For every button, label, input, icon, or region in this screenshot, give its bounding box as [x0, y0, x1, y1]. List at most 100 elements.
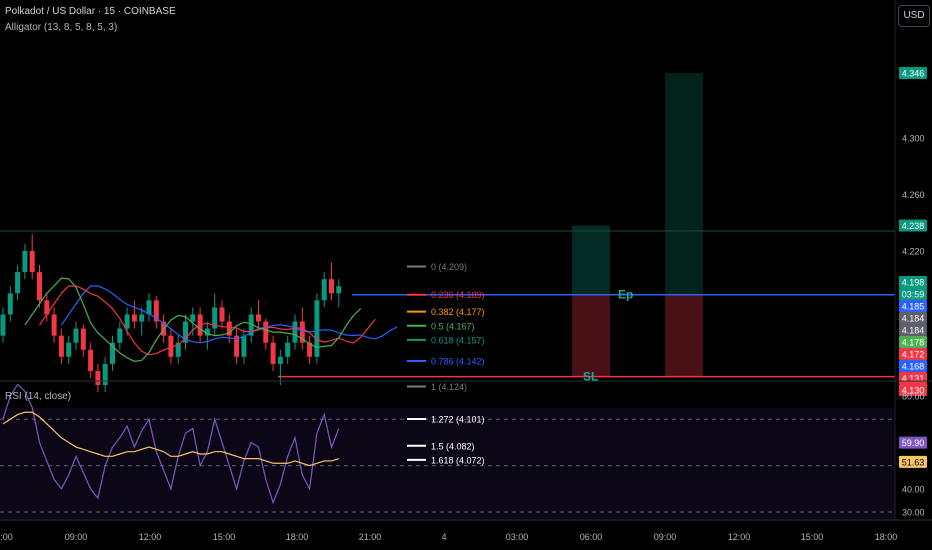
candle-body — [73, 328, 79, 343]
candle-body — [183, 321, 188, 343]
candle-body — [263, 321, 269, 343]
time-tick: 4 — [441, 532, 446, 542]
candle-body — [102, 363, 108, 386]
time-tick: 21:00 — [359, 532, 382, 542]
candle-body — [314, 300, 320, 357]
time-tick: 18:00 — [875, 532, 898, 542]
time-tick: 12:00 — [728, 532, 751, 542]
candle-body — [175, 342, 181, 357]
loss-zone-2 — [665, 294, 703, 377]
price-tag-text: 4.185 — [902, 301, 925, 311]
rsi-tick: 30.00 — [902, 508, 925, 518]
candle-body — [292, 321, 298, 343]
alligator-teeth — [39, 285, 376, 356]
rsi-bands — [0, 418, 895, 513]
candle-body — [22, 250, 28, 273]
fib-level-label: 0.382 (4.177) — [431, 307, 485, 317]
candle-body — [110, 342, 115, 364]
candle-body — [241, 335, 247, 357]
candle-body — [212, 307, 218, 329]
time-tick: 09:00 — [65, 532, 88, 542]
candle-body — [219, 307, 225, 322]
candle-body — [321, 279, 327, 301]
time-tick: 06:00 — [580, 532, 603, 542]
rsi-value-tag — [899, 455, 927, 468]
price-tag — [899, 275, 927, 288]
candle-body — [66, 342, 72, 357]
price-axis[interactable]: 4.300 4.260 4.220 4.346 4.238 4.198 03:59 4.185… — [894, 0, 927, 520]
price-tag — [899, 287, 927, 300]
candle-body — [226, 321, 232, 336]
candle-body — [256, 314, 261, 322]
fib-level-label: 1.5 (4.082) — [431, 441, 475, 451]
candle-body — [329, 279, 334, 294]
rsi-legend[interactable]: RSI (14, close) — [5, 391, 72, 402]
price-tag — [899, 347, 927, 360]
rsi-lines — [2, 383, 340, 505]
candle-body — [0, 314, 6, 336]
price-tag-text: 4.130 — [902, 385, 925, 395]
price-tag-text: 4.168 — [902, 361, 925, 371]
price-tag — [899, 323, 927, 336]
candle-body — [139, 314, 145, 322]
candle-body — [153, 300, 159, 322]
candle-body — [270, 342, 276, 364]
currency-button[interactable]: USD — [898, 5, 930, 27]
candle-body — [131, 314, 137, 322]
price-tag-text: 4.172 — [902, 349, 925, 359]
loss-zone-1 — [572, 294, 610, 377]
candle-body — [29, 250, 35, 273]
candle-body — [204, 328, 210, 336]
candle-body — [234, 335, 240, 357]
candle-body — [117, 328, 123, 343]
indicator-legend[interactable]: Alligator (13, 8, 5, 8, 5, 3) — [5, 22, 118, 33]
entry-label: Ep — [618, 288, 633, 302]
price-tag — [899, 311, 927, 324]
time-tick: 15:00 — [801, 532, 824, 542]
time-tick: 18:00 — [286, 532, 309, 542]
position-boxes — [572, 73, 703, 377]
price-tag-text: 4.346 — [902, 69, 925, 79]
candle-body — [168, 335, 174, 357]
candle-body — [7, 293, 13, 315]
rsi-tick: 80.00 — [902, 392, 925, 402]
candle-body — [51, 314, 57, 336]
candlesticks — [0, 233, 342, 393]
candle-body — [44, 300, 50, 315]
time-axis[interactable]: 0:00 09:00 12:00 15:00 18:00 21:00 4 03:00 06:00… — [0, 519, 932, 542]
fib-level-label: 0.236 (4.189) — [431, 290, 485, 300]
rsi-ma-line — [2, 411, 339, 467]
time-tick: 03:00 — [506, 532, 529, 542]
profit-zone-2 — [665, 73, 703, 295]
price-tag-text: 4.238 — [902, 221, 925, 231]
price-tag — [899, 359, 927, 372]
time-tick: 15:00 — [213, 532, 236, 542]
rsi-line — [2, 383, 340, 505]
price-tag — [899, 383, 927, 396]
fib-level-label: 1.272 (4.101) — [431, 414, 485, 424]
candle-body — [37, 272, 42, 301]
price-tag — [899, 67, 927, 79]
candle-body — [285, 342, 291, 357]
time-tick: 0:00 — [0, 532, 13, 542]
candle-body — [58, 335, 64, 357]
symbol-title[interactable]: Polkadot / US Dollar · 15 · COINBASE — [5, 6, 176, 17]
rsi-value-tag-text: 59.90 — [902, 438, 925, 448]
price-tag-text: 4.178 — [902, 337, 925, 347]
stop-loss-label: SL — [583, 370, 598, 384]
candle-body — [277, 356, 283, 364]
candle-body — [307, 342, 313, 357]
fib-level-label: 1.618 (4.072) — [431, 455, 485, 465]
price-tick: 4.220 — [902, 246, 925, 256]
rsi-tick: 40.00 — [902, 484, 925, 494]
time-tick: 09:00 — [654, 532, 677, 542]
time-tick: 12:00 — [139, 532, 162, 542]
price-tag-text: 4.131 — [902, 373, 925, 383]
price-tick: 4.260 — [902, 190, 925, 200]
candle-body — [146, 300, 152, 315]
fib-level-label: 0.618 (4.157) — [431, 335, 485, 345]
fibonacci-levels[interactable]: 0 (4.209) 0.236 (4.189) 0.382 (4.177) 0.5 (… — [407, 262, 485, 465]
price-tag-text: 4.184 — [902, 325, 925, 335]
